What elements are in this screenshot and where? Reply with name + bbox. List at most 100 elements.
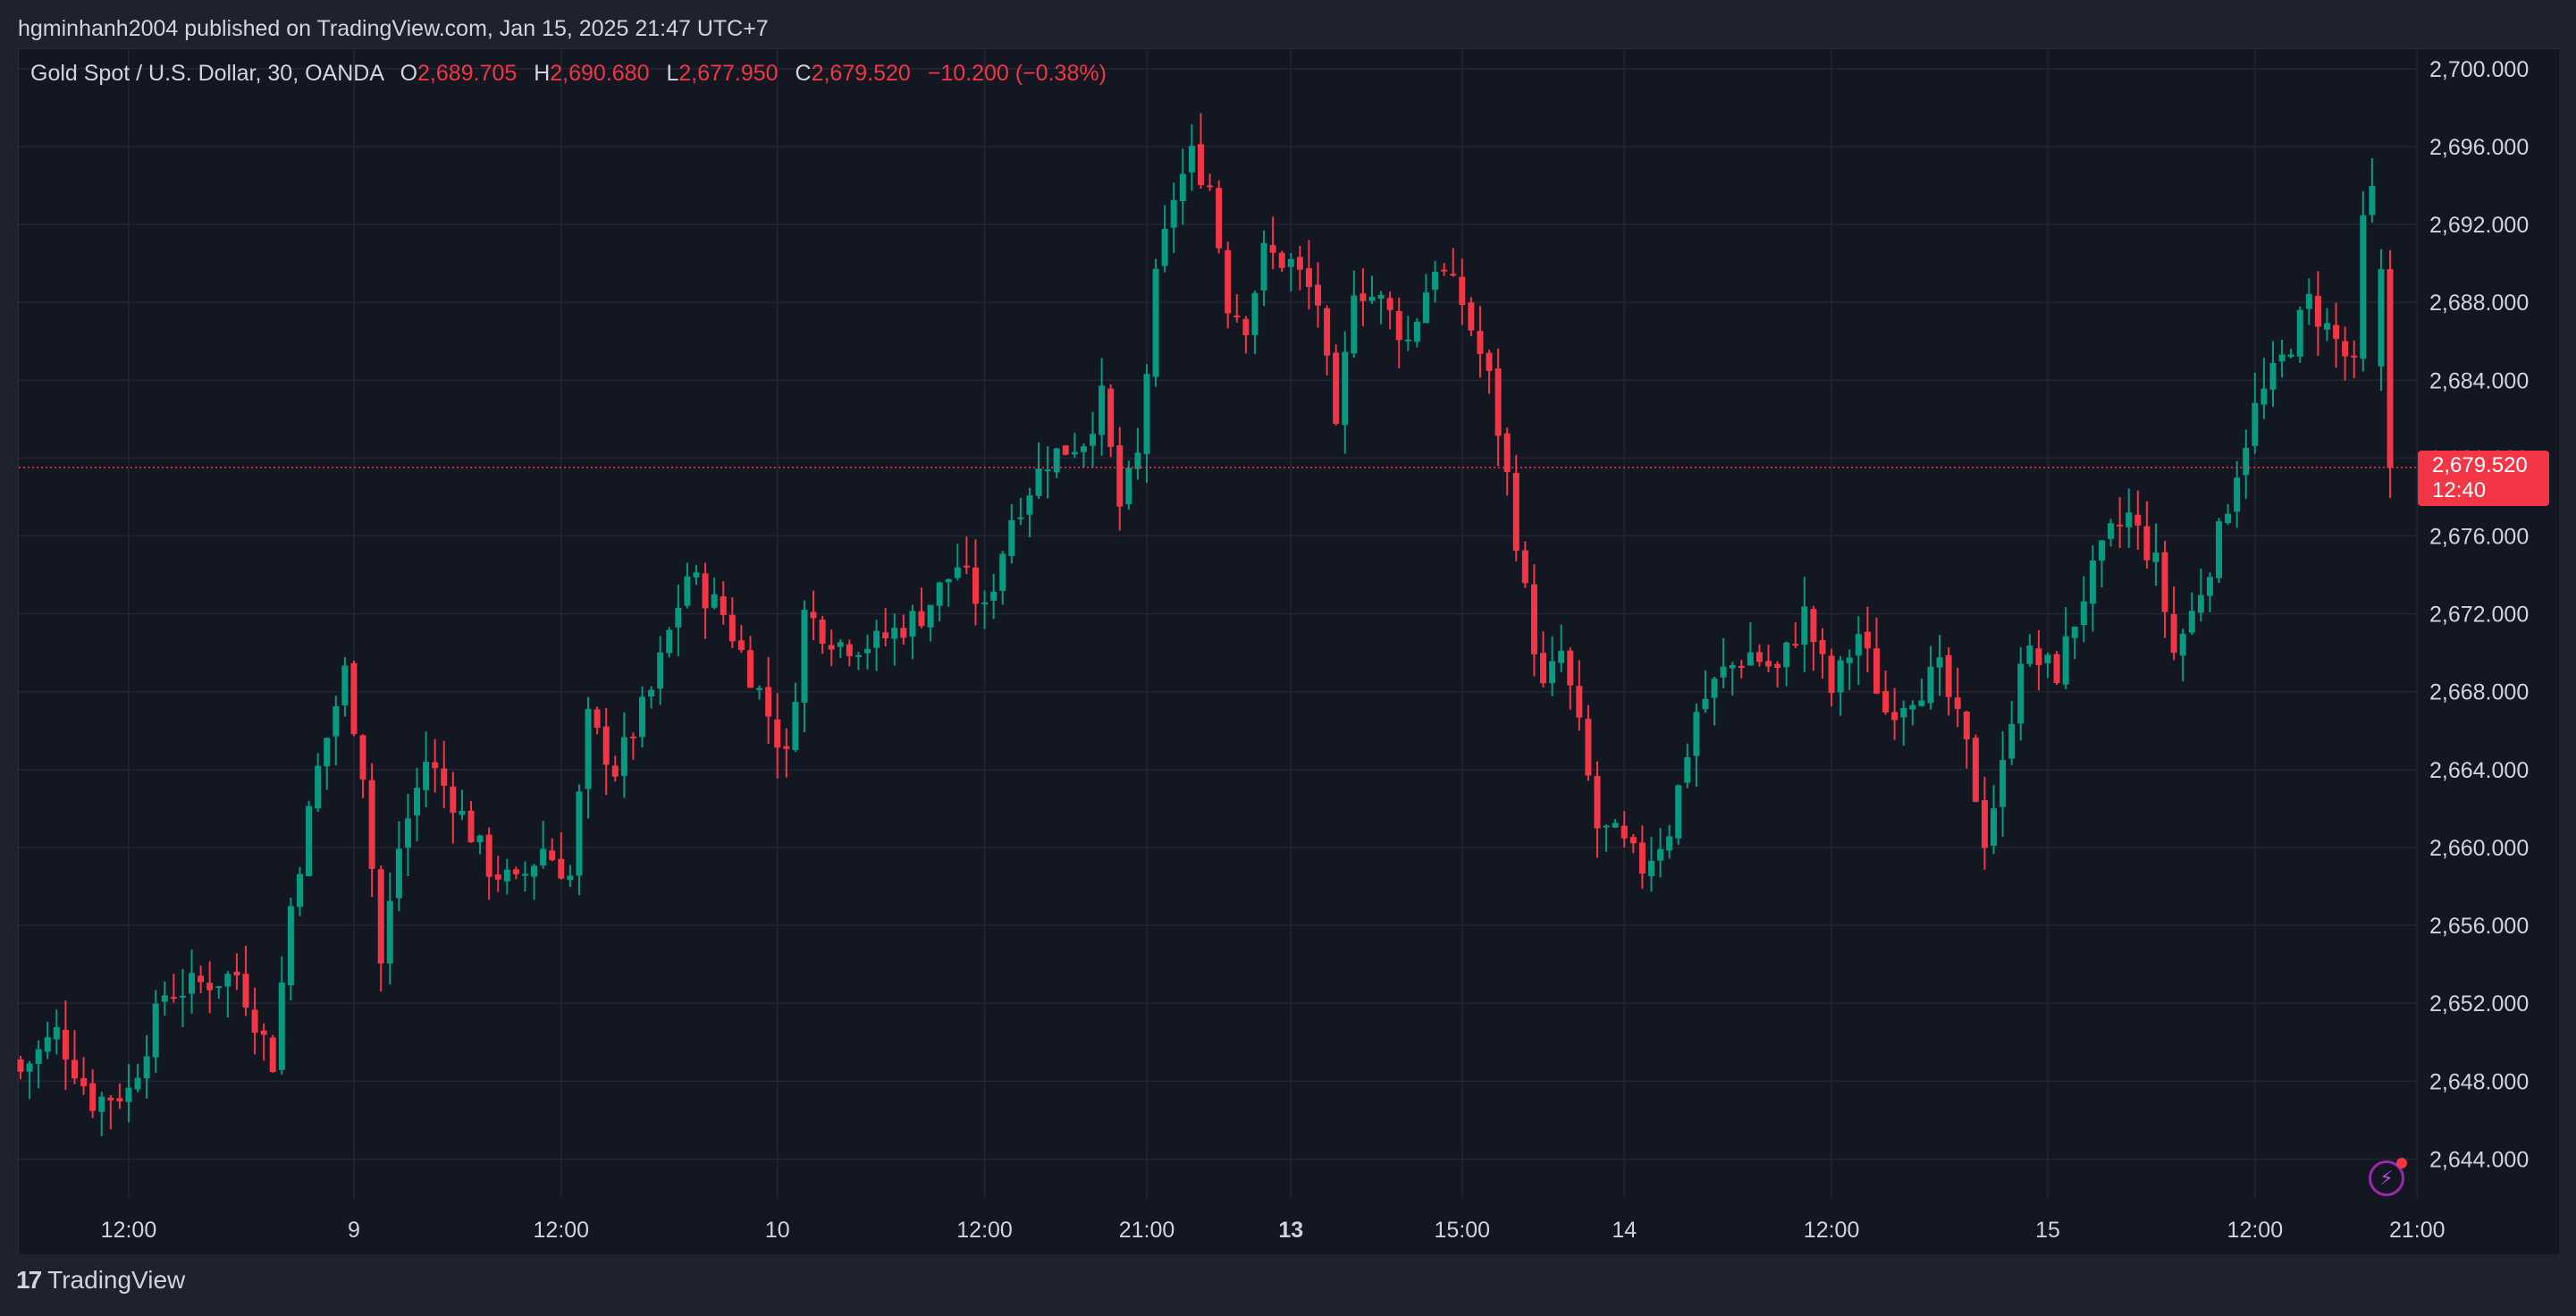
candle-body — [936, 582, 943, 606]
candle-body — [954, 567, 961, 578]
legend-open-value: 2,689.705 — [417, 61, 518, 86]
x-tick-label: 10 — [765, 1218, 790, 1243]
candle-body — [1991, 808, 1998, 847]
candle-body — [873, 630, 880, 648]
candle-body — [1251, 292, 1259, 335]
candle-body — [2296, 309, 2303, 357]
candle-body — [1647, 860, 1654, 877]
candle-body — [1738, 665, 1745, 669]
candle-body — [2278, 354, 2286, 362]
candle-body — [657, 652, 664, 689]
candle-body — [324, 738, 331, 767]
candle-body — [2369, 185, 2376, 215]
x-tick-label: 12:00 — [534, 1218, 590, 1243]
candle-body — [746, 650, 753, 688]
candle-body — [593, 709, 601, 729]
candle-body — [2243, 448, 2250, 476]
candle-body — [242, 974, 249, 1008]
candle-body — [1675, 785, 1682, 839]
candle-body — [2260, 388, 2268, 405]
candle-body — [2143, 526, 2151, 561]
candle-body — [2323, 323, 2330, 330]
x-tick-label: 12:00 — [1804, 1218, 1860, 1243]
candle-body — [35, 1049, 42, 1065]
candle-body — [720, 596, 727, 615]
candle-body — [1143, 374, 1150, 454]
candle-body — [377, 869, 384, 964]
candle-body — [441, 768, 448, 786]
y-tick-label: 2,664.000 — [2429, 758, 2529, 783]
candle-body — [1891, 712, 1898, 721]
candle-body — [611, 765, 619, 777]
candle-body — [1134, 452, 1141, 469]
candle-body — [2269, 362, 2277, 390]
candle-body — [1666, 836, 1673, 851]
y-tick-label: 2,688.000 — [2429, 291, 2529, 316]
candle-body — [1351, 295, 1358, 354]
candle-body — [684, 576, 691, 606]
tradingview-brand: 17 TradingView — [16, 1266, 185, 1295]
candle-body — [1521, 550, 1528, 584]
x-tick-label: 15 — [2035, 1218, 2060, 1243]
x-tick-label: 12:00 — [2227, 1218, 2284, 1243]
candle-body — [1432, 272, 1439, 291]
candle-body — [1981, 800, 1988, 848]
candle-body — [333, 705, 340, 737]
candle-body — [1612, 822, 1619, 828]
candle-body — [1755, 652, 1763, 662]
chart-frame[interactable] — [18, 48, 2559, 1254]
x-tick-label: 13 — [1278, 1218, 1303, 1243]
candle-body — [2305, 293, 2312, 309]
candle-body — [1071, 451, 1078, 455]
candle-body — [2108, 523, 2115, 539]
candle-body — [1207, 185, 1214, 188]
candle-body — [927, 604, 934, 628]
candle-body — [2062, 636, 2069, 685]
candle-body — [2161, 552, 2168, 612]
candle-body — [549, 850, 556, 861]
candle-body — [98, 1096, 105, 1112]
candle-body — [287, 906, 294, 986]
candle-body — [1468, 302, 1475, 331]
candle-body — [107, 1097, 114, 1101]
candle-body — [1819, 639, 1826, 654]
candle-body — [585, 708, 592, 789]
candle-body — [1368, 296, 1376, 301]
candle-body — [801, 610, 808, 703]
candle-body — [251, 1009, 258, 1033]
candle-body — [1693, 712, 1700, 756]
candle-body — [1441, 269, 1448, 272]
candle-body — [639, 696, 646, 738]
candle-body — [1450, 274, 1457, 276]
candle-body — [170, 997, 177, 1000]
y-tick-label: 2,696.000 — [2429, 135, 2529, 160]
candle-body — [1512, 473, 1520, 552]
candle-body — [423, 762, 430, 790]
candle-body — [1386, 298, 1393, 310]
candle-body — [1972, 738, 1979, 802]
candle-body — [1702, 698, 1709, 710]
candle-body — [215, 986, 223, 989]
candle-body — [629, 736, 636, 738]
candle-body — [1422, 292, 1429, 324]
candle-body — [1711, 679, 1718, 698]
candle-body — [783, 746, 790, 749]
candle-body — [467, 810, 475, 843]
candle-body — [386, 900, 393, 964]
candle-body — [1242, 318, 1250, 335]
x-tick-label: 21:00 — [2389, 1218, 2446, 1243]
candle-body — [62, 1029, 69, 1060]
candle-body — [269, 1037, 276, 1073]
candle-body — [774, 719, 781, 748]
candle-body — [432, 762, 439, 769]
candle-body — [1927, 666, 1934, 704]
notification-dot-icon — [2396, 1158, 2407, 1168]
candle-body — [2351, 355, 2358, 358]
lightning-icon[interactable]: ⚡ — [2369, 1158, 2407, 1196]
candle-body — [2017, 663, 2025, 724]
candle-body — [350, 662, 358, 735]
candle-body — [1594, 776, 1601, 829]
candle-body — [1333, 352, 1340, 424]
candle-body — [981, 602, 989, 604]
